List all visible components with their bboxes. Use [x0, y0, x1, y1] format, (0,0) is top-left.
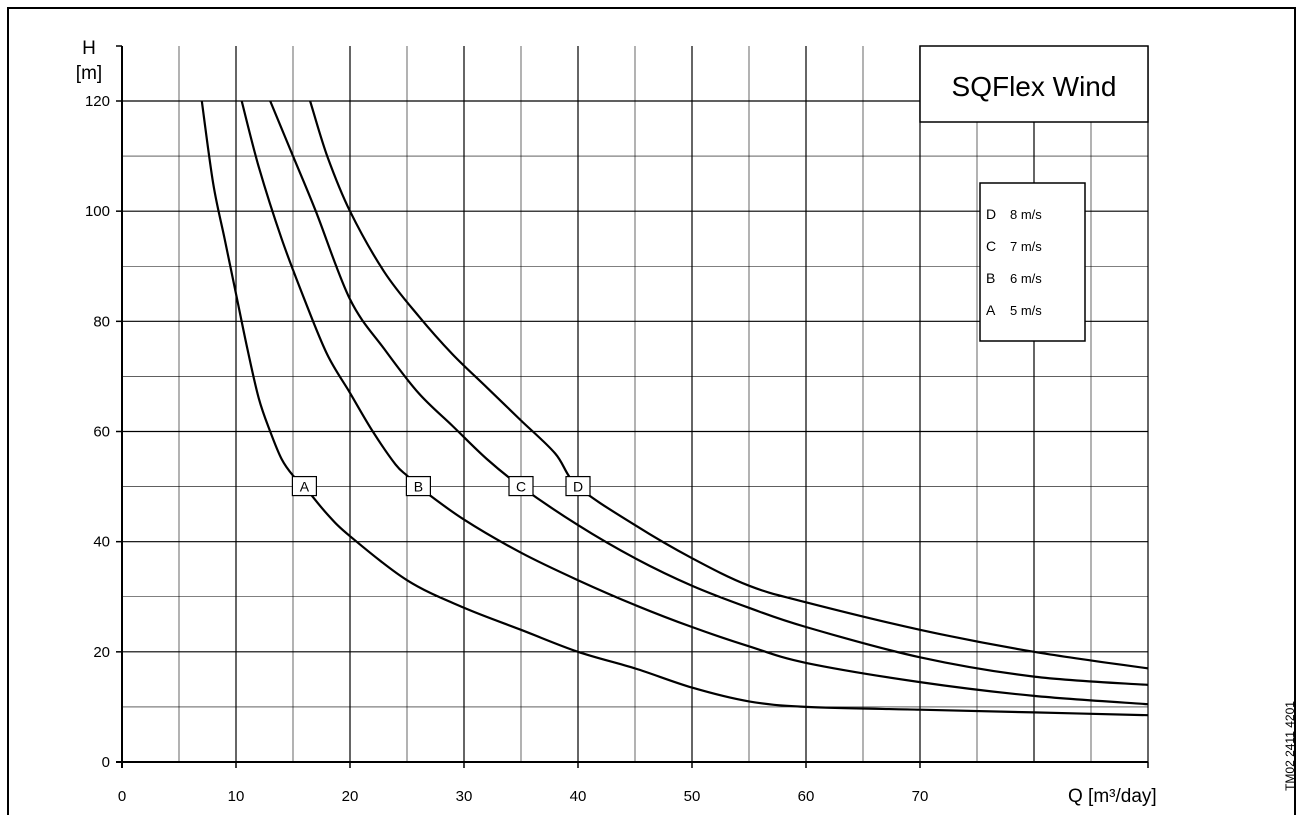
y-tick-label: 80	[93, 313, 110, 330]
x-tick-label: 50	[684, 788, 701, 805]
legend-key: B	[986, 270, 995, 286]
y-tick-label: 40	[93, 534, 110, 551]
y-tick-labels: 0 20 40 60 80 100 120	[85, 93, 122, 771]
y-tick-label: 100	[85, 203, 110, 220]
axes	[116, 45, 1148, 768]
curve-label-c: C	[508, 475, 534, 497]
legend-label: 7 m/s	[1010, 239, 1042, 254]
curve-c	[269, 100, 1149, 686]
y-tick-label: 20	[93, 644, 110, 661]
x-tick-label: 40	[570, 788, 587, 805]
legend-label: 5 m/s	[1010, 303, 1042, 318]
curve-label-b: B	[405, 475, 431, 497]
curve-label-text: C	[516, 479, 526, 495]
curve-label-d: D	[565, 475, 591, 497]
curve-label-text: D	[573, 479, 583, 495]
legend-label: 6 m/s	[1010, 271, 1042, 286]
document-reference: TM02 2411 4201	[1278, 686, 1302, 806]
y-tick-label: 60	[93, 424, 110, 441]
title-box: SQFlex Wind	[919, 45, 1149, 123]
x-tick-label: 0	[118, 788, 126, 805]
legend-key: D	[986, 206, 996, 222]
legend: D 8 m/s C 7 m/s B 6 m/s A 5 m/s	[979, 182, 1086, 342]
curve-labels: A B C D	[291, 475, 591, 497]
document-reference-text: TM02 2411 4201	[1283, 701, 1297, 791]
legend-key: C	[986, 238, 996, 254]
x-tick-label: 30	[456, 788, 473, 805]
curve-label-text: A	[300, 479, 310, 495]
curve-a	[200, 100, 1149, 717]
curve-d	[309, 100, 1149, 670]
y-axis-title-line2: [m]	[76, 63, 102, 84]
x-axis-title: Q [m³/day]	[1068, 786, 1157, 807]
curve-b	[240, 100, 1149, 706]
x-tick-labels: 0 10 20 30 40 50 60 70	[118, 762, 1149, 805]
x-tick-label: 70	[912, 788, 929, 805]
y-tick-label: 0	[102, 754, 110, 771]
y-axis-title-line1: H	[82, 38, 96, 59]
chart-frame	[7, 7, 1296, 815]
legend-key: A	[986, 302, 996, 318]
x-tick-label: 10	[228, 788, 245, 805]
curve-label-a: A	[291, 475, 317, 497]
curve-label-text: B	[414, 479, 423, 495]
x-tick-label: 20	[342, 788, 359, 805]
legend-label: 8 m/s	[1010, 207, 1042, 222]
chart-title: SQFlex Wind	[952, 71, 1117, 102]
x-tick-label: 60	[798, 788, 815, 805]
y-tick-label: 120	[85, 93, 110, 110]
performance-curves	[200, 100, 1149, 717]
grid-lines	[122, 46, 1149, 762]
